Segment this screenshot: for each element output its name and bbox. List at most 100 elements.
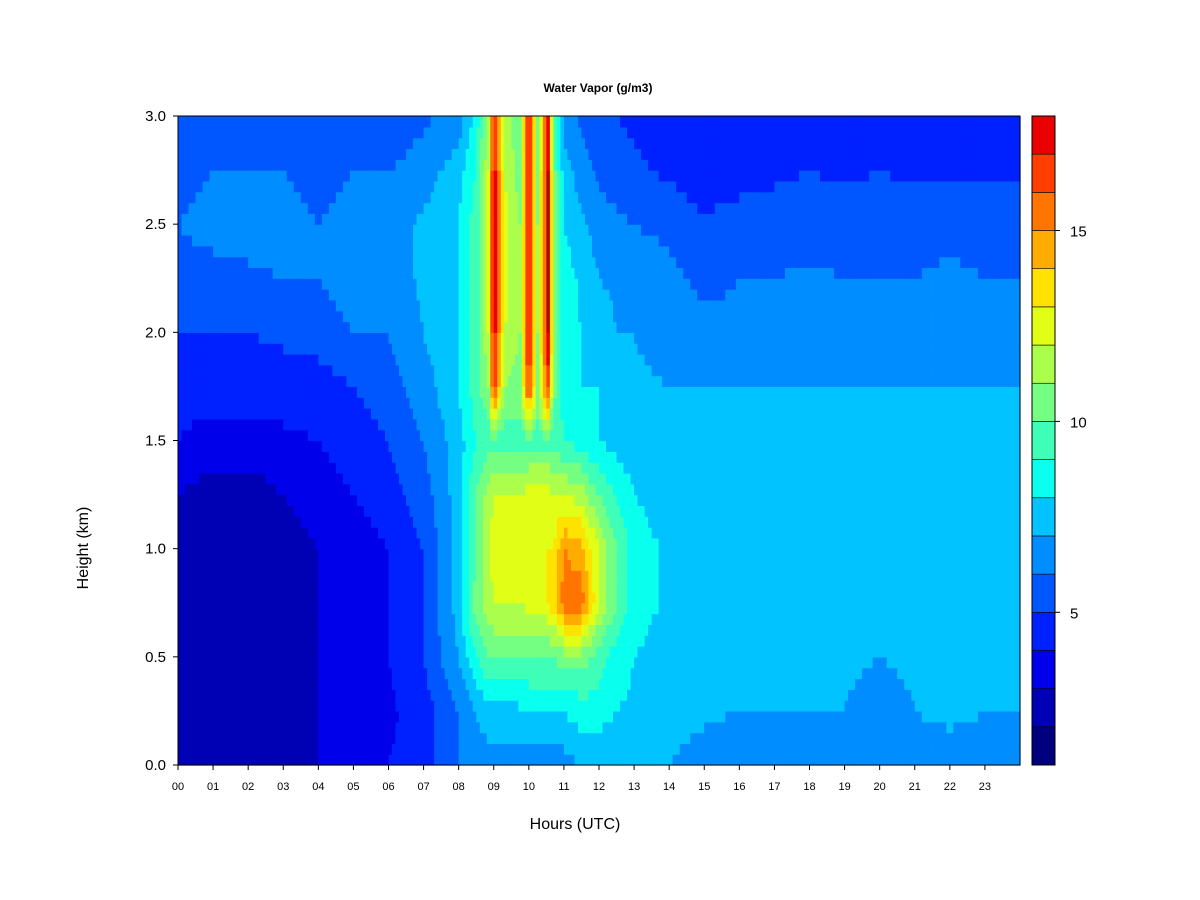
heatmap-cell: [809, 635, 814, 647]
heatmap-cell: [942, 721, 947, 734]
heatmap-cell: [216, 754, 221, 766]
heatmap-cell: [798, 721, 804, 734]
heatmap-cell: [644, 754, 649, 766]
heatmap-cell: [904, 678, 909, 690]
heatmap-cell: [995, 559, 1000, 571]
heatmap-cell: [437, 613, 442, 625]
heatmap-cell: [613, 656, 618, 669]
heatmap-cell: [539, 754, 544, 766]
heatmap-cell: [188, 602, 193, 615]
heatmap-cell: [490, 548, 495, 561]
heatmap-cell: [658, 602, 663, 615]
heatmap-cell: [890, 710, 895, 723]
heatmap-cell: [370, 591, 376, 604]
heatmap-cell: [293, 667, 298, 680]
heatmap-cell: [532, 548, 537, 561]
heatmap-cell: [514, 635, 519, 647]
heatmap-cell: [276, 613, 281, 625]
heatmap-cell: [802, 667, 807, 680]
heatmap-cell: [935, 602, 940, 615]
heatmap-cell: [739, 537, 744, 550]
heatmap-cell: [784, 581, 790, 593]
heatmap-cell: [539, 537, 544, 550]
heatmap-cell: [444, 548, 449, 561]
heatmap-cell: [272, 581, 277, 593]
heatmap-cell: [813, 732, 818, 744]
heatmap-cell: [535, 710, 540, 723]
heatmap-cell: [332, 743, 337, 755]
heatmap-cell: [216, 602, 221, 615]
heatmap-cell: [500, 548, 505, 561]
heatmap-cell: [872, 646, 877, 658]
heatmap-cell: [353, 754, 358, 766]
heatmap-cell: [791, 646, 797, 658]
heatmap-cell: [216, 732, 221, 744]
heatmap-cell: [932, 700, 937, 712]
heatmap-cell: [577, 548, 583, 561]
heatmap-cell: [363, 646, 369, 658]
heatmap-cell: [672, 548, 677, 561]
heatmap-cell: [630, 710, 635, 723]
heatmap-cell: [599, 613, 604, 625]
heatmap-cell: [816, 548, 821, 561]
heatmap-cell: [307, 635, 312, 647]
heatmap-cell: [381, 732, 386, 744]
heatmap-cell: [676, 732, 681, 744]
heatmap-cell: [234, 721, 239, 734]
heatmap-cell: [227, 537, 232, 550]
heatmap-cell: [279, 710, 284, 723]
heatmap-cell: [448, 667, 453, 680]
heatmap-cell: [297, 754, 302, 766]
heatmap-cell: [679, 635, 684, 647]
heatmap-cell: [623, 732, 628, 744]
heatmap-cell: [858, 646, 863, 658]
heatmap-cell: [472, 689, 477, 701]
heatmap-cell: [258, 613, 263, 625]
heatmap-cell: [830, 602, 835, 615]
heatmap-cell: [925, 689, 930, 701]
heatmap-cell: [711, 559, 716, 571]
heatmap-cell: [181, 689, 186, 701]
heatmap-cell: [676, 537, 681, 550]
heatmap-cell: [248, 635, 253, 647]
heatmap-cell: [651, 743, 656, 755]
heatmap-cell: [276, 559, 281, 571]
heatmap-cell: [556, 602, 562, 615]
heatmap-cell: [521, 732, 526, 744]
heatmap-cell: [213, 548, 218, 561]
heatmap-cell: [606, 678, 611, 690]
heatmap-cell: [865, 559, 870, 571]
heatmap-cell: [690, 646, 695, 658]
heatmap-cell: [602, 710, 607, 723]
heatmap-cell: [413, 559, 418, 571]
heatmap-cell: [911, 710, 916, 723]
heatmap-cell: [314, 559, 319, 571]
heatmap-cell: [946, 710, 951, 723]
heatmap-cell: [388, 537, 393, 550]
heatmap-cell: [742, 570, 747, 582]
heatmap-cell: [434, 624, 439, 636]
heatmap-cell: [479, 678, 484, 690]
heatmap-cell: [676, 689, 681, 701]
heatmap-cell: [441, 721, 446, 734]
heatmap-cell: [851, 721, 856, 734]
heatmap-cell: [830, 581, 835, 593]
heatmap-cell: [700, 732, 705, 744]
heatmap-cell: [584, 646, 590, 658]
heatmap-cell: [805, 548, 811, 561]
heatmap-cell: [953, 667, 958, 680]
heatmap-cell: [777, 537, 783, 550]
heatmap-cell: [827, 591, 832, 604]
heatmap-cell: [497, 581, 502, 593]
heatmap-cell: [223, 646, 228, 658]
heatmap-cell: [925, 624, 930, 636]
heatmap-cell: [732, 548, 737, 561]
heatmap-cell: [511, 656, 516, 669]
heatmap-cell: [704, 646, 709, 658]
heatmap-cell: [746, 613, 751, 625]
heatmap-cell: [356, 743, 362, 755]
heatmap-cell: [995, 710, 1000, 723]
heatmap-cell: [781, 710, 786, 723]
heatmap-cell: [813, 710, 818, 723]
heatmap-cell: [693, 732, 698, 744]
